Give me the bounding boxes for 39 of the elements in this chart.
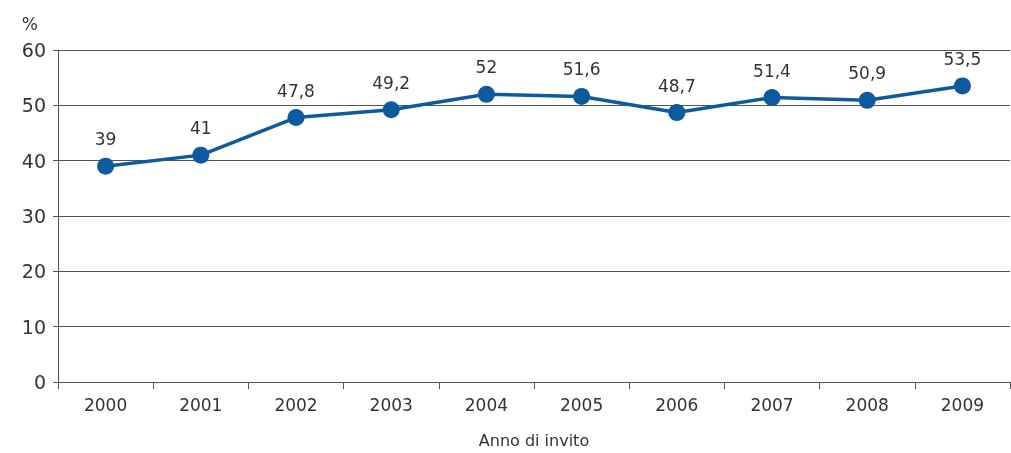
x-tick-label: 2007 bbox=[750, 394, 794, 415]
x-tick-label: 2000 bbox=[83, 394, 128, 415]
y-axis-title: % bbox=[21, 13, 38, 34]
data-label: 48,7 bbox=[657, 75, 696, 96]
y-tick-label: 30 bbox=[21, 205, 46, 227]
x-tick-label: 2004 bbox=[464, 394, 509, 415]
point bbox=[287, 109, 305, 126]
data-label: 49,2 bbox=[372, 72, 411, 93]
point bbox=[858, 91, 876, 109]
point bbox=[97, 157, 115, 175]
y-tick-label: 20 bbox=[21, 260, 46, 283]
x-tick-label: 2006 bbox=[655, 394, 699, 415]
y-tick-label: 40 bbox=[21, 149, 46, 172]
x-tick-label: 2003 bbox=[369, 394, 413, 415]
data-label: 53,5 bbox=[943, 48, 982, 69]
data-label: 41 bbox=[189, 118, 212, 139]
point bbox=[668, 104, 686, 122]
x-tick-label: 2002 bbox=[274, 394, 318, 415]
x-tick-label: 2008 bbox=[845, 394, 889, 415]
data-label: 52 bbox=[475, 57, 498, 78]
point bbox=[382, 101, 400, 119]
point bbox=[192, 146, 210, 164]
x-tick-label: 2005 bbox=[559, 394, 604, 415]
data-label: 50,9 bbox=[848, 63, 887, 84]
data-label: 39 bbox=[94, 129, 117, 150]
data-label: 47,8 bbox=[277, 80, 315, 101]
y-tick-label: 0 bbox=[33, 371, 46, 393]
data-label: 51,6 bbox=[562, 59, 601, 80]
x-tick-label: 2001 bbox=[179, 394, 223, 415]
x-tick-label: 2009 bbox=[940, 394, 985, 415]
y-tick-label: 10 bbox=[21, 315, 46, 338]
point bbox=[573, 87, 591, 105]
point bbox=[953, 77, 971, 95]
y-tick-label: 60 bbox=[21, 39, 46, 61]
x-axis-title: Anno di invito bbox=[478, 430, 590, 450]
y-tick-label: 50 bbox=[21, 94, 46, 117]
point bbox=[763, 89, 781, 107]
point bbox=[477, 85, 495, 103]
data-label: 51,4 bbox=[753, 60, 791, 81]
